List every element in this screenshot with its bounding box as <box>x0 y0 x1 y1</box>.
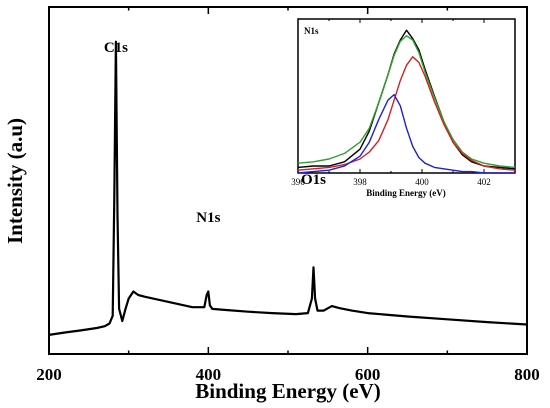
y-axis-title: Intensity (a.u) <box>3 118 27 244</box>
main-series-layer <box>48 40 528 336</box>
series-line-1 <box>297 35 516 169</box>
peak-label-n1s: N1s <box>196 210 220 226</box>
x-tick-label: 396 <box>291 177 305 187</box>
inset-x-axis-title: Binding Energy (eV) <box>366 188 446 198</box>
x-tick-label: 402 <box>477 177 491 187</box>
peak-labels: C1s N1s O1s <box>104 40 326 226</box>
peak-label-o1s: O1s <box>301 172 326 188</box>
inset-plot-frame <box>297 18 516 174</box>
x-tick-label: 398 <box>353 177 367 187</box>
inset-series-layer <box>297 29 516 174</box>
series-line-0 <box>297 29 516 170</box>
peak-label-c1s: C1s <box>104 40 128 56</box>
x-tick-label: 400 <box>196 365 222 384</box>
series-line-3 <box>297 93 515 174</box>
main-ticks <box>48 7 528 354</box>
x-tick-label: 400 <box>415 177 429 187</box>
inset-title: N1s <box>304 26 319 36</box>
main-tick-labels: 200 400 600 800 <box>36 365 540 384</box>
x-axis-title: Binding Energy (eV) <box>195 379 381 403</box>
series-line-0 <box>48 40 528 336</box>
inset-tick-labels: 396 398 400 402 <box>291 177 491 187</box>
x-tick-label: 200 <box>36 365 62 384</box>
x-tick-label: 600 <box>355 365 381 384</box>
x-tick-label: 800 <box>514 365 540 384</box>
